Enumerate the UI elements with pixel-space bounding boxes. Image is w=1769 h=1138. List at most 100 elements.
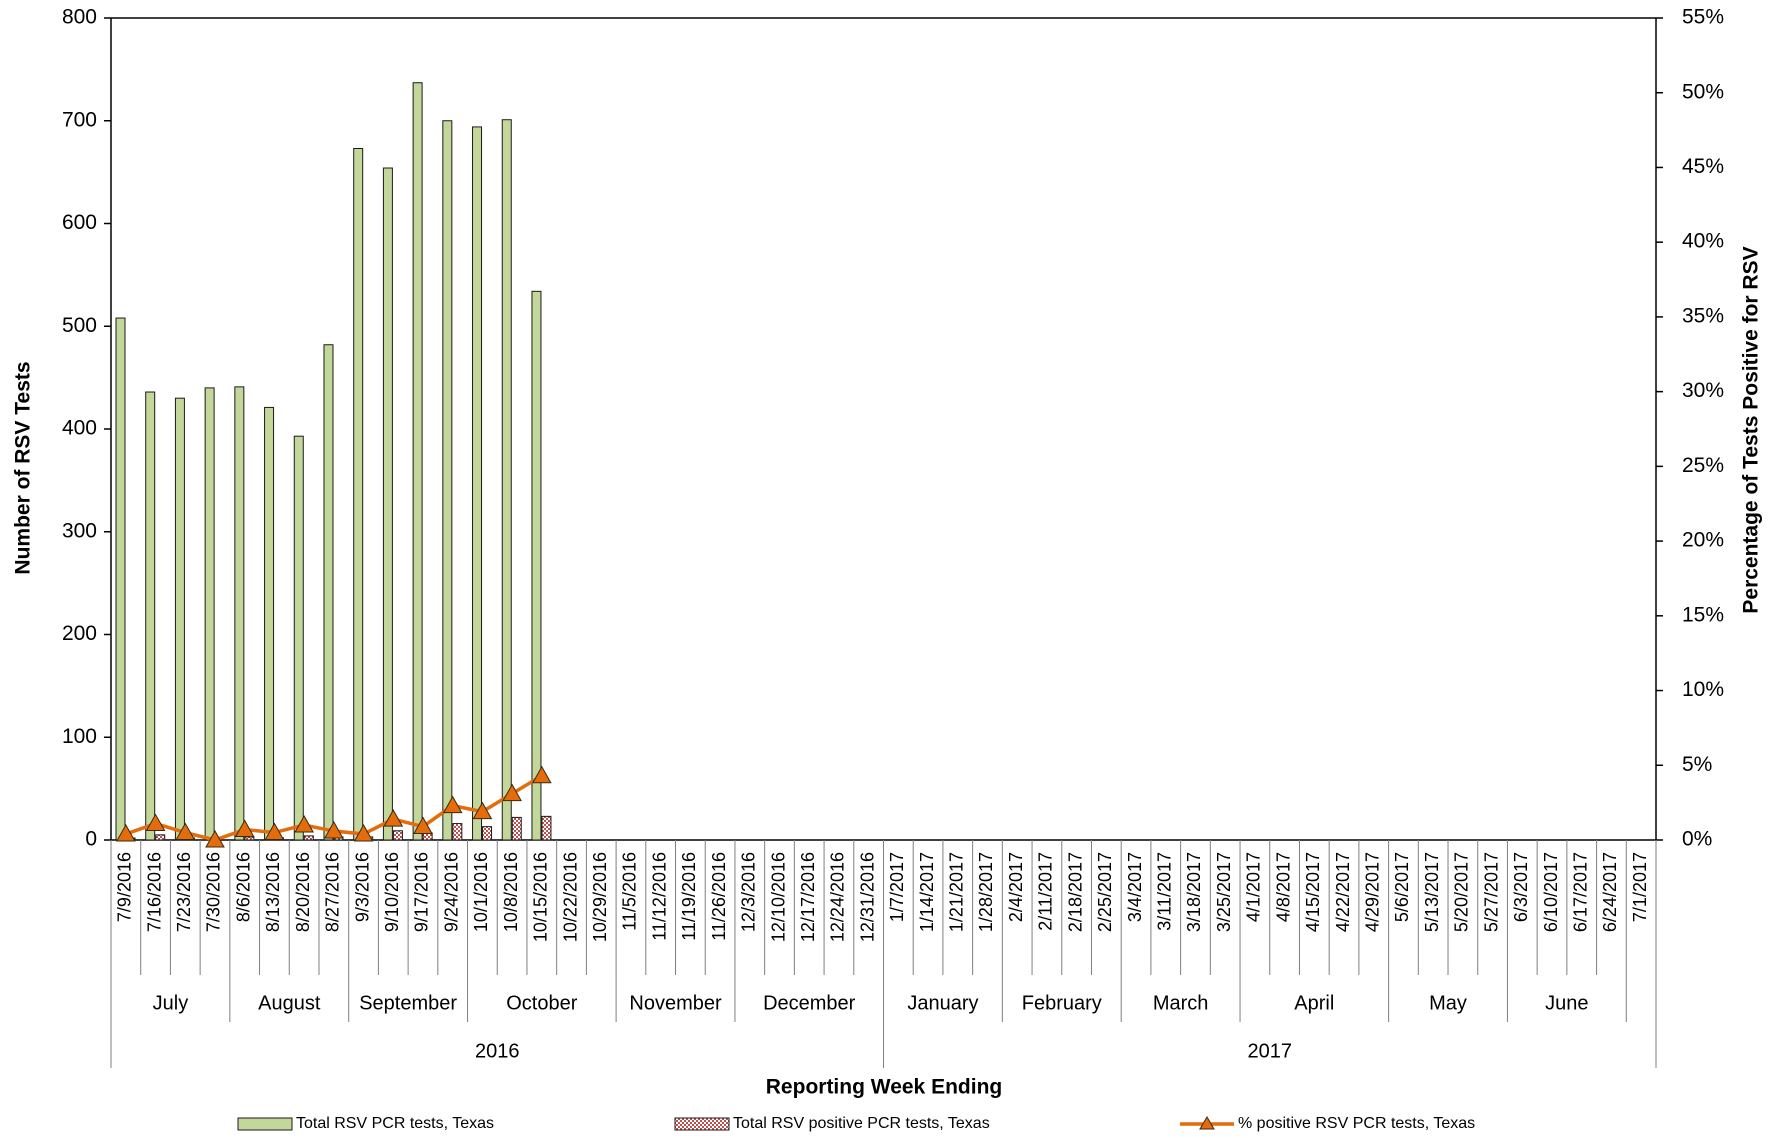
y2-tick-label: 0% [1682, 828, 1712, 851]
month-label: November [629, 992, 722, 1014]
x-tick-label: 4/29/2017 [1362, 852, 1382, 932]
legend-swatch [674, 1117, 730, 1131]
y2-tick-label: 50% [1682, 80, 1724, 103]
y-tick-label: 500 [62, 314, 97, 337]
x-tick-label: 5/13/2017 [1422, 852, 1442, 932]
marker [383, 809, 404, 827]
x-tick-label: 9/24/2016 [441, 852, 461, 932]
y-tick-label: 400 [62, 417, 97, 440]
month-label: April [1294, 992, 1334, 1014]
x-tick-label: 12/3/2016 [739, 852, 759, 932]
month-label: March [1153, 992, 1209, 1014]
x-tick-label: 2/25/2017 [1095, 852, 1115, 932]
y2-tick-label: 40% [1682, 230, 1724, 253]
y-tick-label: 700 [62, 108, 97, 131]
x-tick-label: 10/1/2016 [471, 852, 491, 932]
x-tick-label: 7/23/2016 [174, 852, 194, 932]
x-tick-label: 10/29/2016 [590, 852, 610, 942]
bar [482, 826, 493, 841]
x-tick-label: 4/1/2017 [1244, 852, 1264, 922]
bar [472, 126, 483, 841]
month-label: February [1022, 992, 1102, 1014]
bar [382, 167, 393, 841]
x-tick-label: 9/3/2016 [352, 852, 372, 922]
marker [294, 815, 314, 833]
x-tick-label: 8/6/2016 [233, 852, 253, 922]
x-tick-label: 4/22/2017 [1333, 852, 1353, 932]
x-tick-label: 3/18/2017 [1184, 852, 1204, 932]
x-tick-label: 3/4/2017 [1125, 852, 1145, 922]
x-tick-label: 5/6/2017 [1392, 852, 1412, 922]
y2-tick-label: 5% [1682, 753, 1712, 776]
x-tick-label: 8/20/2016 [293, 852, 313, 932]
bar [442, 120, 453, 841]
bar [264, 406, 275, 841]
marker [145, 813, 166, 832]
y-tick-label: 0 [85, 828, 97, 851]
bar [452, 823, 463, 841]
bar [145, 391, 156, 841]
bar [303, 835, 314, 841]
x-tick-label: 6/17/2017 [1570, 852, 1590, 932]
x-tick-label: 11/19/2016 [679, 852, 699, 941]
month-label: September [359, 992, 457, 1014]
y-tick-label: 100 [62, 725, 97, 748]
x-tick-label: 8/13/2016 [263, 852, 283, 932]
legend-label: % positive RSV PCR tests, Texas [1238, 1115, 1475, 1132]
month-label: January [907, 992, 978, 1014]
x-tick-label: 10/22/2016 [560, 852, 580, 942]
y2-tick-label: 30% [1682, 379, 1724, 402]
marker [442, 795, 463, 814]
bar [531, 290, 542, 841]
x-tick-label: 1/7/2017 [887, 852, 907, 922]
marker [264, 822, 285, 841]
x-tick-label: 2/4/2017 [1006, 852, 1026, 922]
x-tick-label: 2/18/2017 [1065, 852, 1085, 932]
y2-tick-label: 35% [1682, 304, 1724, 327]
bar [174, 397, 185, 841]
bar [511, 816, 522, 841]
y-axis-title: Number of RSV Tests [12, 361, 35, 574]
year-label: 2017 [1248, 1040, 1293, 1062]
marker [205, 829, 225, 848]
y2-tick-label: 55% [1682, 6, 1724, 29]
month-label: May [1429, 992, 1467, 1014]
month-label: December [763, 992, 856, 1014]
y-tick-label: 200 [62, 622, 97, 645]
x-tick-label: 6/24/2017 [1600, 852, 1620, 932]
x-tick-label: 6/3/2017 [1511, 852, 1531, 922]
legend-marker [1199, 1116, 1215, 1130]
x-tick-label: 9/10/2016 [382, 852, 402, 932]
marker [353, 824, 374, 842]
y2-tick-label: 25% [1682, 454, 1724, 477]
x-axis-title: Reporting Week Ending [766, 1076, 1002, 1099]
x-tick-label: 12/10/2016 [768, 852, 788, 942]
legend-swatch [237, 1117, 293, 1131]
x-tick-label: 1/28/2017 [976, 852, 996, 932]
bar [541, 815, 552, 841]
month-label: October [506, 992, 577, 1014]
marker [502, 783, 522, 802]
x-tick-label: 7/1/2017 [1630, 852, 1650, 922]
bar [155, 834, 166, 841]
x-tick-label: 3/11/2017 [1155, 852, 1175, 931]
x-tick-label: 2/11/2017 [1036, 852, 1056, 931]
bar [353, 147, 364, 841]
x-tick-label: 4/15/2017 [1303, 852, 1323, 932]
month-label: August [258, 992, 321, 1014]
x-tick-label: 7/16/2016 [144, 852, 164, 932]
marker [175, 822, 196, 841]
bar [323, 344, 334, 841]
x-tick-label: 12/24/2016 [828, 852, 848, 942]
y-tick-label: 600 [62, 211, 97, 234]
marker [413, 816, 433, 835]
bar [392, 830, 403, 841]
y2-axis-title: Percentage of Tests Positive for RSV [1740, 246, 1763, 613]
y2-tick-label: 10% [1682, 678, 1724, 701]
x-tick-label: 7/30/2016 [204, 852, 224, 932]
x-tick-label: 5/20/2017 [1452, 852, 1472, 932]
x-tick-label: 11/26/2016 [709, 852, 729, 941]
legend-label: Total RSV PCR tests, Texas [296, 1115, 494, 1132]
y2-tick-label: 45% [1682, 155, 1724, 178]
